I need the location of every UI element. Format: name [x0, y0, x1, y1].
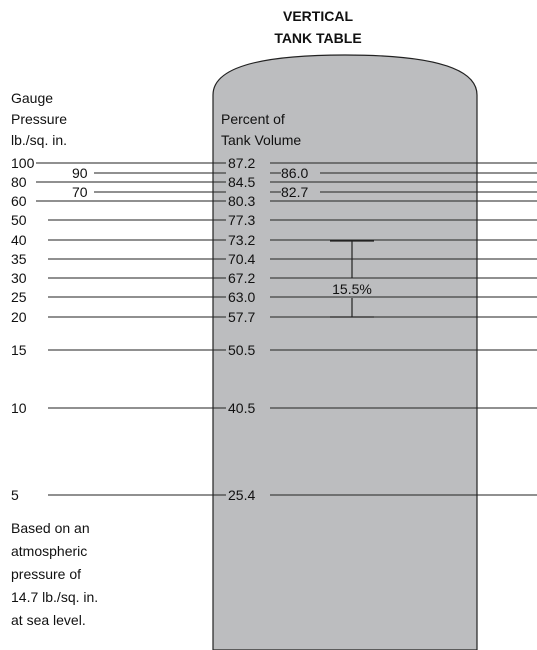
row-pressure-label: 10	[11, 400, 27, 416]
row-percent-label: 84.5	[228, 174, 255, 190]
footnote-line: Based on an	[11, 520, 90, 536]
row-pressure-label: 50	[11, 212, 27, 228]
pressure-rows	[36, 162, 537, 496]
row-percent-label: 67.2	[228, 270, 255, 286]
title-line-1: VERTICAL	[283, 8, 353, 24]
intermediate-percent-label: 82.7	[281, 184, 308, 200]
row-pressure-label: 60	[11, 193, 27, 209]
gauge-pressure-header-line-3: lb./sq. in.	[11, 132, 67, 148]
main-rows: 100 87.2 80 84.5 60 80.3 50 77.3 40 73.2…	[11, 155, 255, 503]
intermediate-percent-label: 86.0	[281, 165, 308, 181]
footnote-line: atmospheric	[11, 543, 87, 559]
intermediate-pressure-label: 70	[72, 184, 88, 200]
tank-body	[212, 54, 478, 650]
row-percent-label: 63.0	[228, 289, 255, 305]
footnote-line: pressure of	[11, 566, 81, 582]
range-bracket	[330, 240, 374, 318]
row-percent-label: 70.4	[228, 251, 255, 267]
row-percent-label: 50.5	[228, 342, 255, 358]
percent-volume-header-line-1: Percent of	[221, 111, 285, 127]
footnote: Based on an atmospheric pressure of 14.7…	[11, 520, 98, 628]
row-pressure-label: 40	[11, 232, 27, 248]
row-percent-label: 77.3	[228, 212, 255, 228]
row-pressure-label: 25	[11, 289, 27, 305]
row-percent-label: 40.5	[228, 400, 255, 416]
footnote-line: at sea level.	[11, 612, 86, 628]
row-percent-label: 25.4	[228, 487, 255, 503]
gauge-pressure-header-line-2: Pressure	[11, 111, 67, 127]
row-percent-label: 87.2	[228, 155, 255, 171]
intermediate-rows: 90 86.0 70 82.7	[72, 165, 308, 200]
row-pressure-label: 35	[11, 251, 27, 267]
row-pressure-label: 80	[11, 174, 27, 190]
row-percent-label: 73.2	[228, 232, 255, 248]
footnote-line: 14.7 lb./sq. in.	[11, 589, 98, 605]
row-percent-label: 80.3	[228, 193, 255, 209]
gauge-pressure-header-line-1: Gauge	[11, 90, 53, 106]
row-pressure-label: 100	[11, 155, 35, 171]
row-pressure-label: 20	[11, 309, 27, 325]
percent-volume-header-line-2: Tank Volume	[221, 132, 301, 148]
title-line-2: TANK TABLE	[274, 30, 361, 46]
row-pressure-label: 5	[11, 487, 19, 503]
row-pressure-label: 15	[11, 342, 27, 358]
range-bracket-label: 15.5%	[332, 281, 372, 297]
row-percent-label: 57.7	[228, 309, 255, 325]
row-pressure-label: 30	[11, 270, 27, 286]
intermediate-pressure-label: 90	[72, 165, 88, 181]
